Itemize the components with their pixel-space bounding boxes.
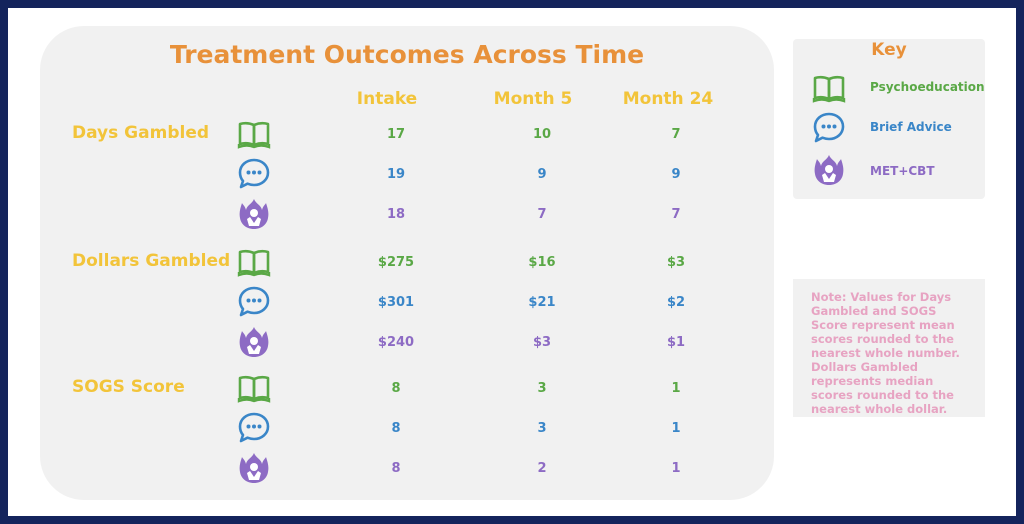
table-cell: 7 bbox=[671, 127, 681, 142]
table-cell: $275 bbox=[377, 255, 415, 270]
table-cell: 8 bbox=[391, 381, 401, 396]
table-cell: 3 bbox=[537, 421, 547, 436]
book-icon bbox=[812, 75, 846, 103]
speech-bubble-icon bbox=[813, 112, 845, 143]
table-cell: 1 bbox=[671, 461, 681, 476]
table-cell: $240 bbox=[377, 335, 415, 350]
flame-person-icon bbox=[814, 155, 844, 185]
table-cell: 9 bbox=[671, 167, 681, 182]
book-icon bbox=[237, 121, 271, 149]
metric-label: Days Gambled bbox=[72, 123, 210, 143]
speech-bubble-icon bbox=[238, 158, 270, 189]
table-cell: 8 bbox=[391, 421, 401, 436]
flame-person-icon bbox=[239, 453, 269, 483]
table-cell: 2 bbox=[537, 461, 547, 476]
table-cell: 18 bbox=[386, 207, 406, 222]
speech-bubble-icon bbox=[238, 412, 270, 443]
table-cell: $1 bbox=[666, 335, 686, 350]
table-cell: $301 bbox=[377, 295, 415, 310]
table-cell: 1 bbox=[671, 381, 681, 396]
column-header-month-24: Month 24 bbox=[622, 89, 714, 109]
key-label-met-cbt: MET+CBT bbox=[870, 164, 935, 178]
table-cell: 9 bbox=[537, 167, 547, 182]
table-cell: 19 bbox=[386, 167, 406, 182]
table-panel bbox=[40, 26, 774, 500]
table-cell: 1 bbox=[671, 421, 681, 436]
key-title: Key bbox=[871, 40, 907, 60]
book-icon bbox=[237, 249, 271, 277]
column-header-intake: Intake bbox=[356, 89, 418, 109]
column-header-month-5: Month 5 bbox=[493, 89, 573, 109]
metric-label: SOGS Score bbox=[72, 377, 185, 397]
table-cell: 7 bbox=[671, 207, 681, 222]
table-cell: 10 bbox=[532, 127, 552, 142]
table-cell: $16 bbox=[528, 255, 556, 270]
table-cell: 17 bbox=[386, 127, 406, 142]
speech-bubble-icon bbox=[238, 286, 270, 317]
table-cell: $3 bbox=[666, 255, 686, 270]
note-box bbox=[793, 279, 985, 417]
table-cell: 7 bbox=[537, 207, 547, 222]
key-label-brief-advice: Brief Advice bbox=[870, 120, 952, 134]
metric-label: Dollars Gambled bbox=[72, 251, 231, 271]
table-cell: $21 bbox=[528, 295, 556, 310]
key-label-psychoeducation: Psychoeducation bbox=[870, 80, 985, 94]
chart-title: Treatment Outcomes Across Time bbox=[169, 40, 645, 69]
flame-person-icon bbox=[239, 327, 269, 357]
note-text: Note: Values for Days Gambled and SOGS S… bbox=[811, 290, 960, 416]
flame-person-icon bbox=[239, 199, 269, 229]
table-cell: $2 bbox=[666, 295, 686, 310]
book-icon bbox=[237, 375, 271, 403]
table-cell: 3 bbox=[537, 381, 547, 396]
table-cell: 8 bbox=[391, 461, 401, 476]
table-cell: $3 bbox=[532, 335, 552, 350]
